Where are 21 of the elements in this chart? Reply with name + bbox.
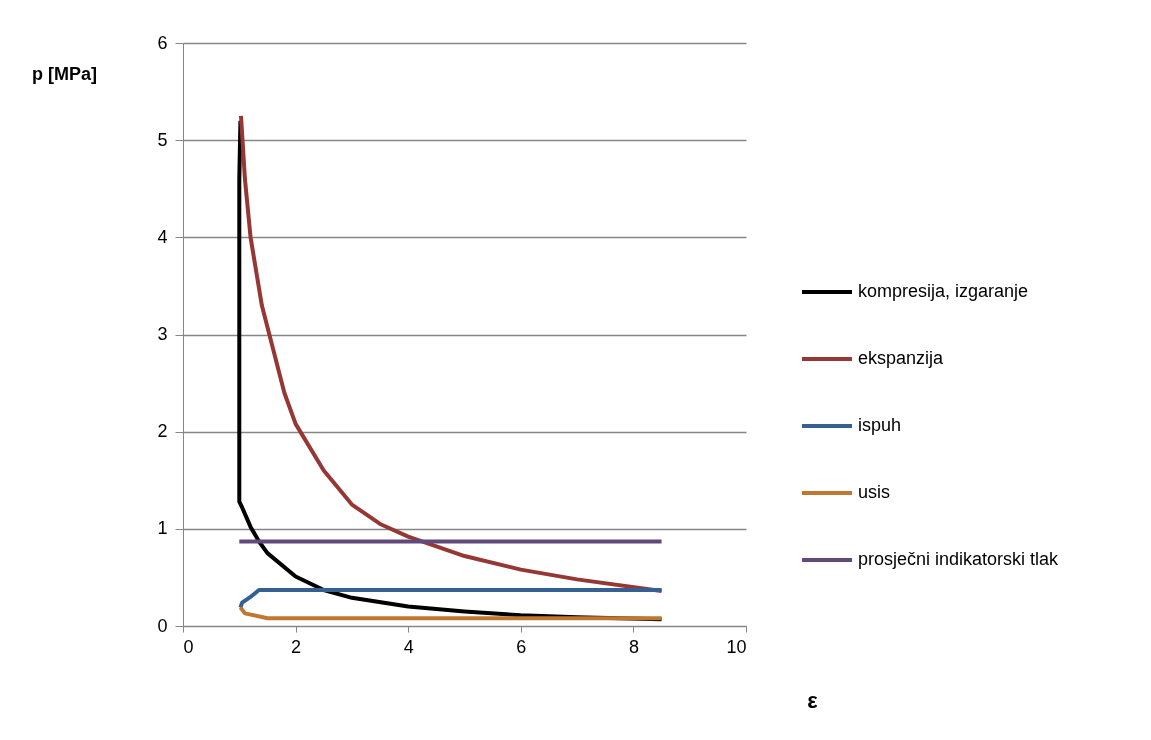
y-tick-label: 1 [157, 518, 168, 539]
line-series [238, 588, 664, 610]
y-axis-title: p [MPa] [32, 63, 97, 84]
x-tick-label: 2 [291, 636, 302, 657]
x-tick-label: 10 [726, 636, 747, 657]
y-tick-label: 5 [157, 129, 168, 150]
legend-label: usis [858, 482, 891, 502]
y-tick-label: 6 [157, 32, 168, 53]
y-tick-label: 2 [157, 421, 168, 442]
legend-label: kompresija, izgaranje [858, 281, 1029, 301]
x-axis-title: ε [807, 687, 819, 713]
x-tick-label: 6 [516, 636, 527, 657]
y-tick-label: 4 [157, 226, 168, 247]
y-tick-label: 0 [157, 615, 168, 636]
x-tick-label: 8 [628, 636, 639, 657]
legend-label: ekspanzija [858, 348, 945, 368]
x-tick-label: 0 [183, 636, 194, 657]
legend-label: ispuh [858, 415, 902, 435]
y-tick-label: 3 [157, 324, 168, 344]
x-tick-label: 4 [403, 636, 414, 657]
legend-label: prosječni indikatorski tlak [858, 549, 1060, 569]
